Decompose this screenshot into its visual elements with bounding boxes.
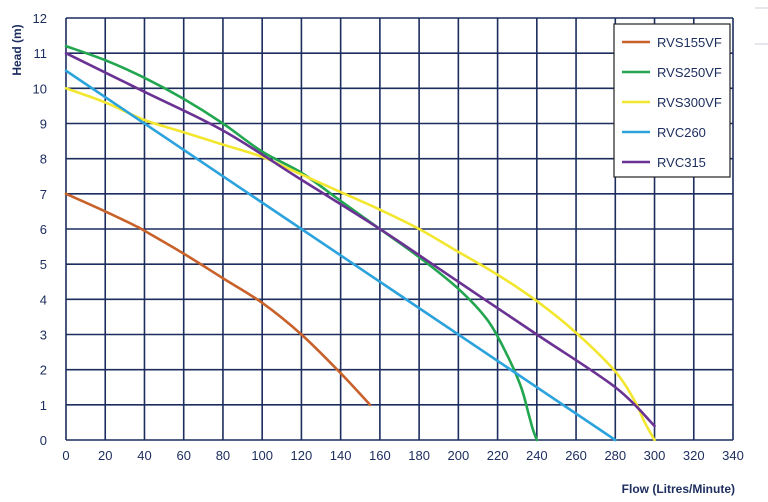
legend-label-rvs155vf: RVS155VF [657,35,722,50]
legend-label-rvs300vf: RVS300VF [657,95,722,110]
x-tick-label: 320 [683,448,705,463]
series-line-rvc260 [64,69,617,442]
x-tick-label: 220 [487,448,509,463]
legend-label-rvc315: RVC315 [657,155,706,170]
y-tick-label: 11 [34,46,48,61]
y-tick-label: 9 [40,117,47,132]
corner-marks [755,7,768,45]
x-tick-label: 100 [251,448,273,463]
x-tick-label: 200 [448,448,470,463]
x-tick-label: 40 [137,448,151,463]
x-tick-label: 300 [644,448,666,463]
x-tick-label: 180 [408,448,430,463]
legend: RVS155VF RVS250VF RVS300VF RVC260 RVC315 [613,23,731,178]
series-line-rvs155vf [64,192,372,407]
y-tick-label: 8 [40,152,47,167]
legend-box [613,23,731,178]
x-tick-label: 0 [62,448,69,463]
x-tick-label: 240 [526,448,548,463]
series-line-rvc315 [64,51,656,428]
y-tick-label: 4 [40,292,47,307]
series-line-rvs300vf [64,87,656,442]
y-tick-label: 7 [40,187,47,202]
y-tick-label: 12 [33,11,47,26]
y-axis-label: Head (m) [10,24,24,75]
x-tick-label: 260 [565,448,587,463]
x-tick-label: 340 [722,448,744,463]
x-tick-label: 280 [604,448,626,463]
y-tick-label: 2 [40,363,47,378]
x-tick-label: 160 [369,448,391,463]
y-tick-label: 5 [40,257,47,272]
x-tick-label: 20 [98,448,112,463]
x-tick-label: 80 [216,448,230,463]
tick-labels: 0 20 40 60 80 100 120 140 160 180 200 220 240 260 280 3… [33,11,744,463]
legend-label-rvc260: RVC260 [657,125,706,140]
x-tick-label: 60 [176,448,190,463]
y-tick-label: 3 [40,328,47,343]
x-tick-label: 120 [291,448,313,463]
legend-label-rvs250vf: RVS250VF [657,65,722,80]
y-tick-label: 0 [40,433,47,448]
series-lines [64,44,656,442]
y-tick-label: 10 [33,81,47,96]
x-axis-label: Flow (Litres/Minute) [622,482,735,496]
x-tick-label: 140 [330,448,352,463]
y-tick-label: 6 [40,222,47,237]
y-tick-label: 1 [40,398,47,413]
